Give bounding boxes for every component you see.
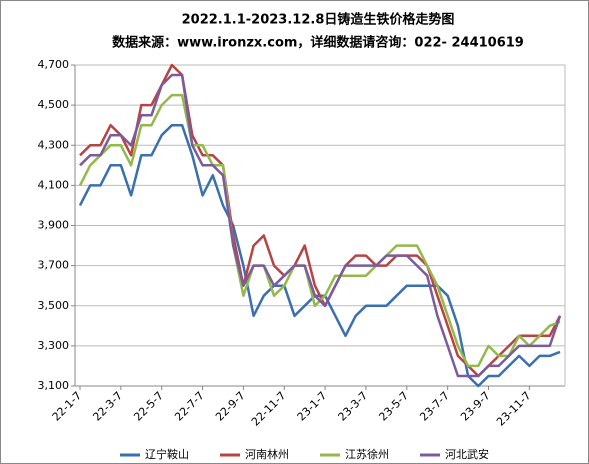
y-tick-label: 3,300 [38,339,70,352]
chart-title: 2022.1.1-2023.12.8日铸造生铁价格走势图 [182,12,455,28]
y-tick-label: 3,100 [38,379,70,392]
legend-label: 河南林州 [245,447,289,461]
y-tick-label: 4,700 [38,58,70,71]
y-tick-label: 4,300 [38,138,70,151]
y-tick-label: 3,500 [38,299,70,312]
chart-subtitle: 数据来源：www.ironzx.com，详细数据请咨询：022- 2441061… [112,35,524,51]
y-tick-label: 3,700 [38,259,70,272]
legend-label: 江苏徐州 [345,447,389,461]
y-tick-label: 3,900 [38,219,70,232]
series-line [79,73,562,378]
y-tick-label: 4,500 [38,98,70,111]
y-tick-label: 4,100 [38,178,70,191]
legend-label: 河北武安 [445,447,489,461]
legend-label: 辽宁鞍山 [145,447,189,461]
